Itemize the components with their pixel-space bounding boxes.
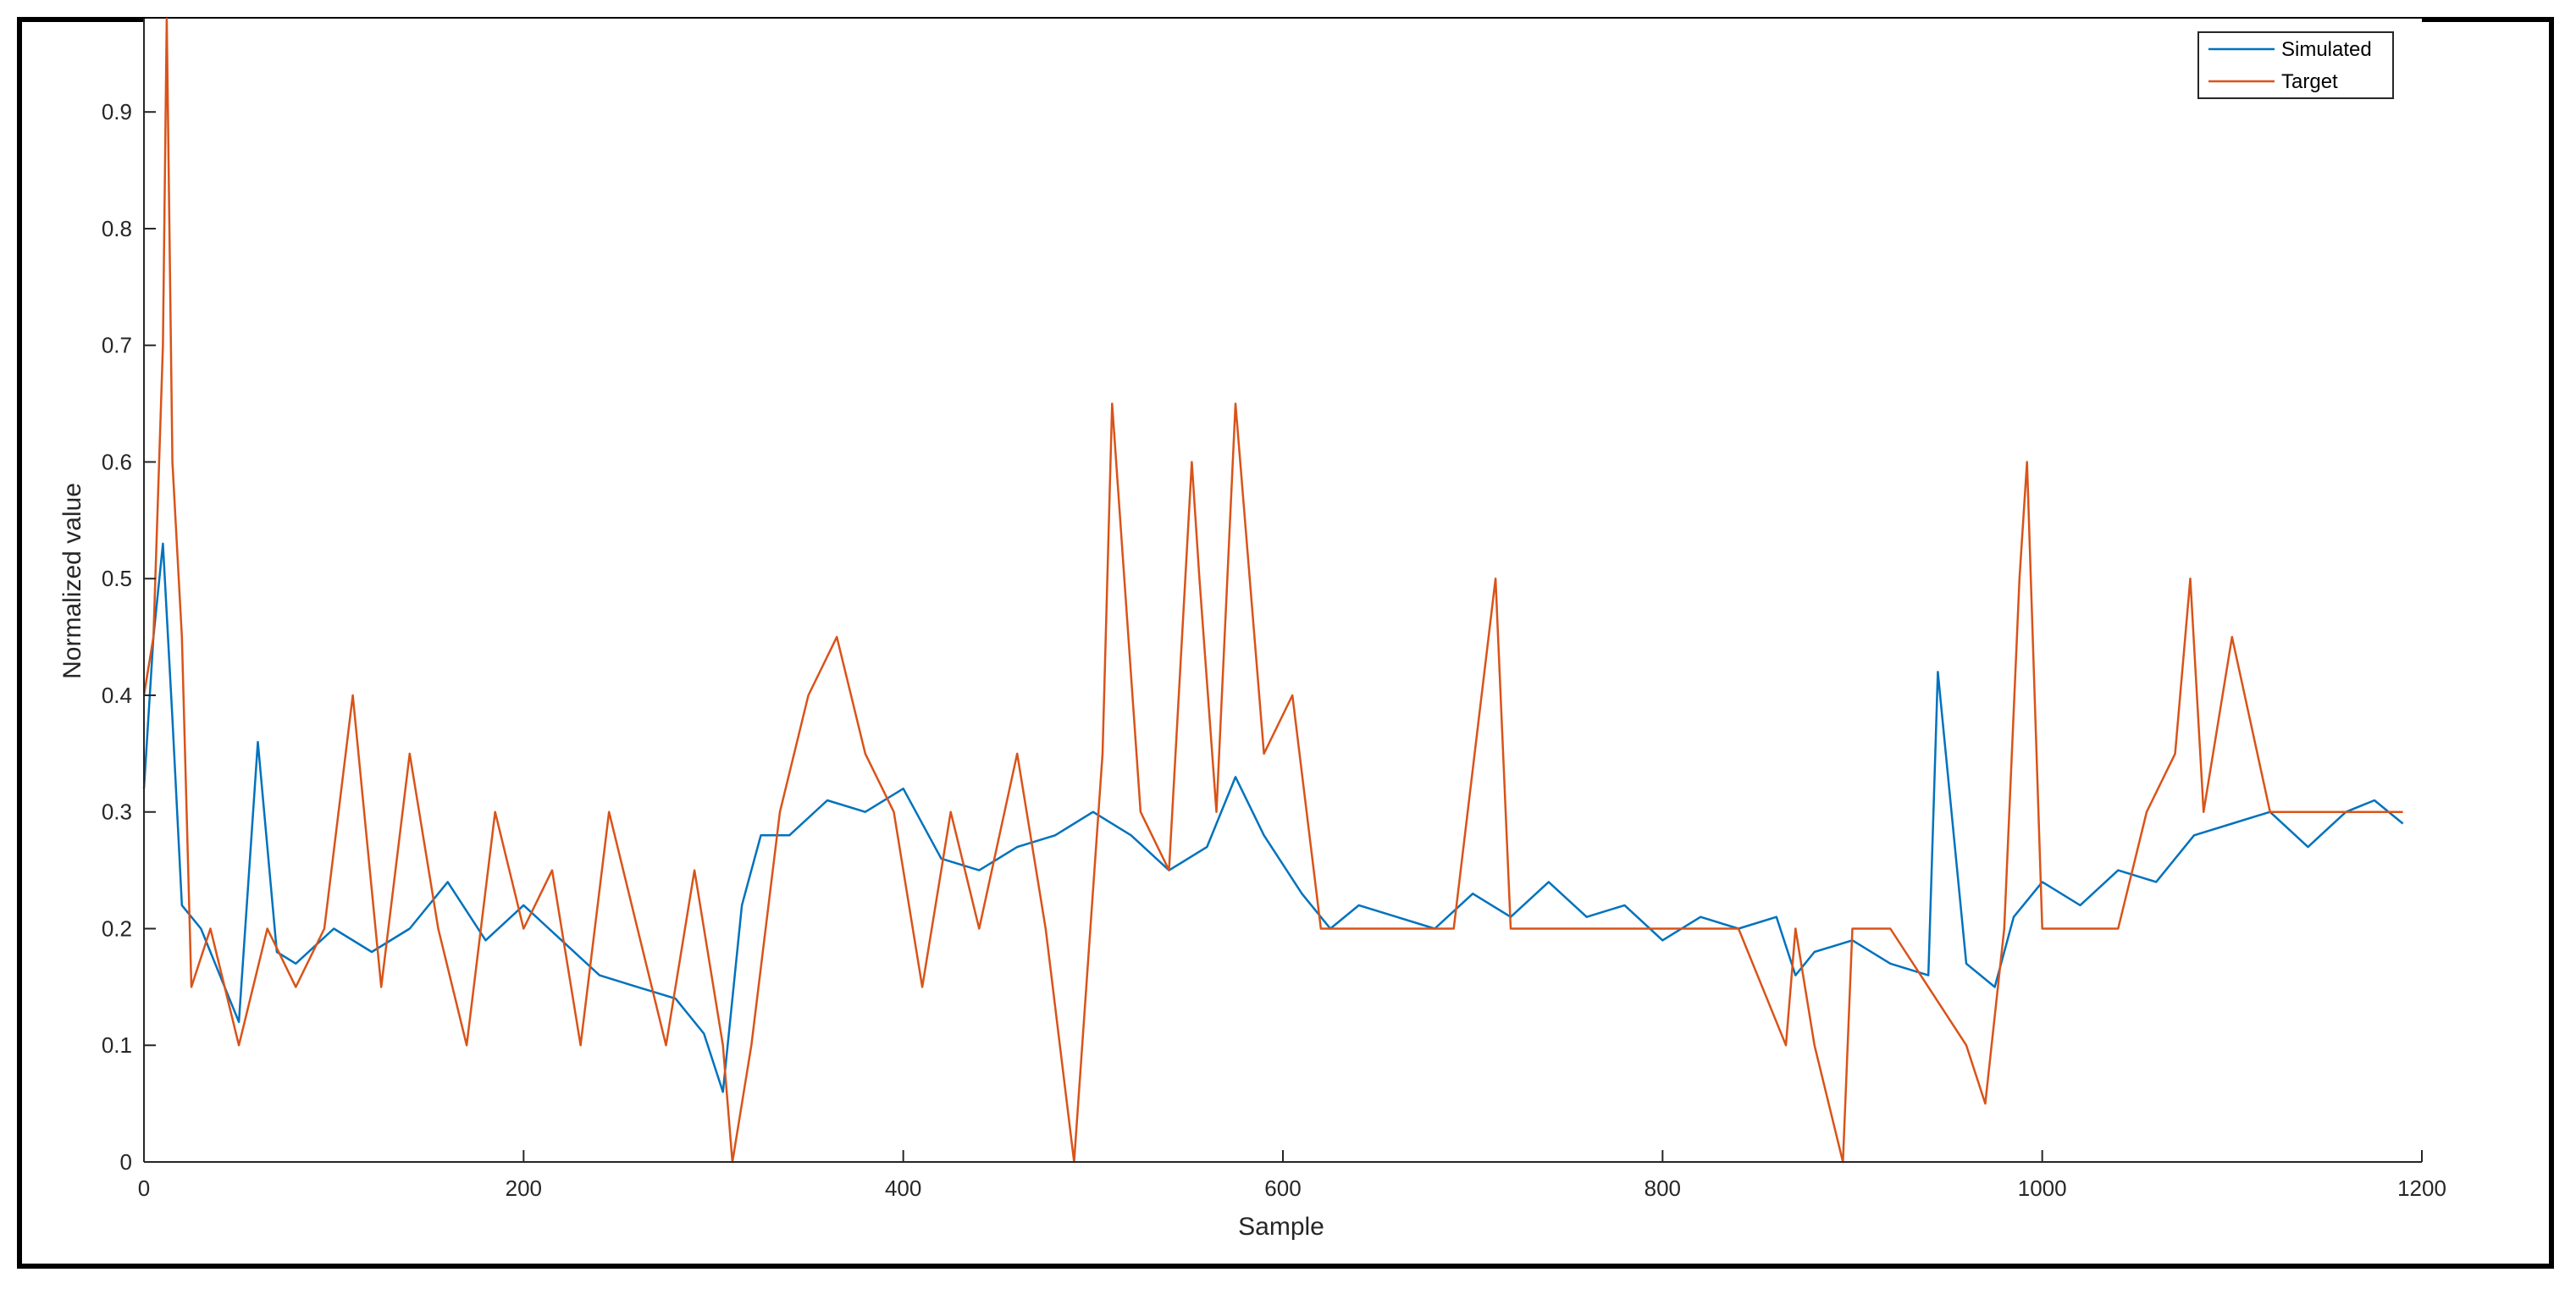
axes-layer: 0 200 400 600 800 1000 1200 0 0.1 0.2 0.3 0.4 0.5 0.6… — [102, 19, 2446, 1201]
series-layer — [142, 17, 2404, 1164]
x-tick-label: 0 — [138, 1176, 150, 1201]
x-tick-label: 800 — [1645, 1176, 1681, 1201]
y-tick-label: 0.7 — [102, 333, 132, 358]
x-tick-label: 1200 — [2397, 1176, 2446, 1201]
y-tick-label: 0.2 — [102, 916, 132, 941]
y-tick-label: 0.1 — [102, 1032, 132, 1058]
series-line-target — [142, 17, 2403, 1164]
y-tick-label: 0.9 — [102, 99, 132, 124]
y-tick-label: 0 — [120, 1149, 132, 1175]
y-tick-label: 0.4 — [102, 683, 132, 708]
legend-target-label: Target — [2281, 70, 2338, 93]
y-axis-label: Normalized value — [58, 483, 86, 679]
series-line-simulated — [142, 542, 2404, 1093]
plot-area — [144, 19, 2422, 1162]
y-tick-label: 0.8 — [102, 216, 132, 241]
x-tick-label: 1000 — [2018, 1176, 2067, 1201]
x-tick-label: 400 — [885, 1176, 921, 1201]
x-axis-label: Sample — [1238, 1213, 1324, 1241]
legend-box — [2197, 31, 2394, 99]
x-tick-label: 200 — [506, 1176, 542, 1201]
plot-background — [144, 19, 2422, 1162]
x-tick-label: 600 — [1264, 1176, 1301, 1201]
legend-simulated-label: Simulated — [2281, 38, 2372, 61]
y-tick-label: 0.3 — [102, 799, 132, 825]
y-tick-label: 0.5 — [102, 566, 132, 591]
legend: Simulated Target — [2197, 31, 2394, 99]
y-tick-label: 0.6 — [102, 449, 132, 474]
